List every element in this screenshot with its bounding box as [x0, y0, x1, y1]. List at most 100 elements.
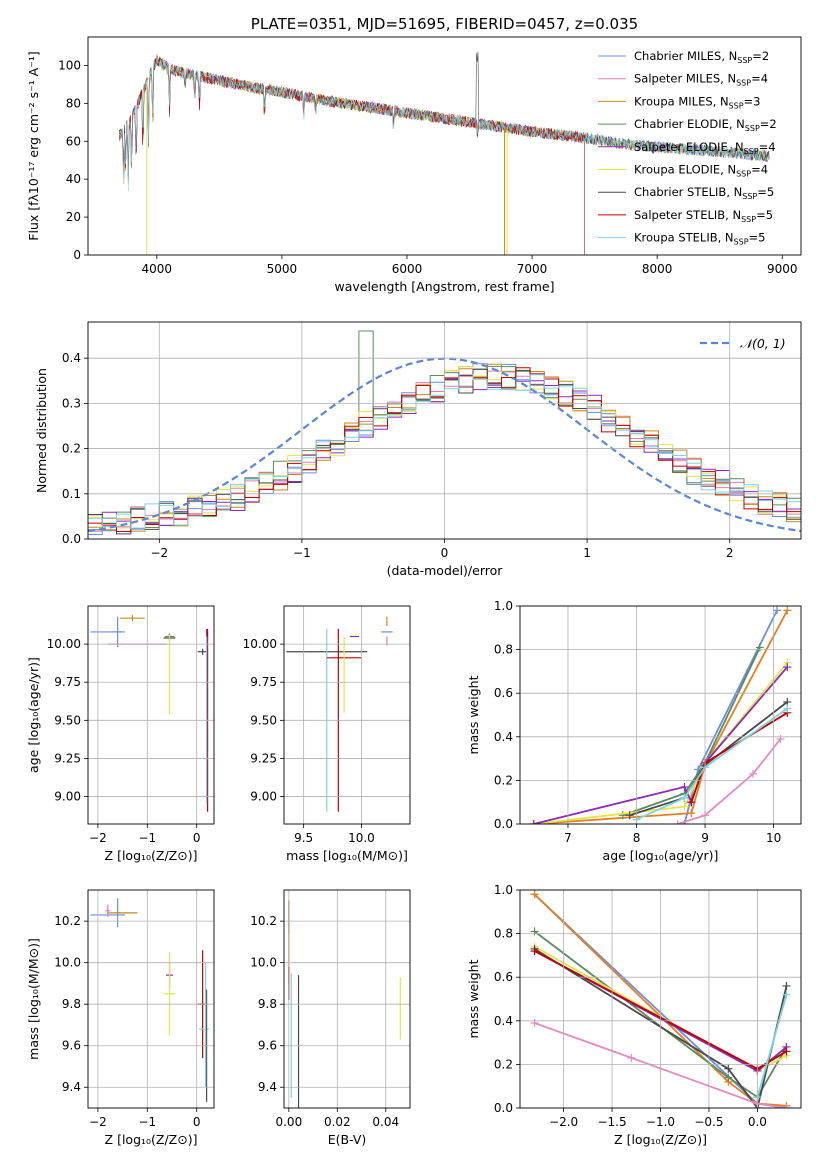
age-vs-mass-xtick-label: 9.5: [294, 831, 313, 845]
mass-vs-ebv-frame: [283, 889, 411, 1109]
age-vs-mass-ytick-label: 9.25: [250, 751, 277, 765]
weight-vs-z-marker: [782, 981, 791, 990]
age-vs-z-errorbar: [197, 648, 208, 655]
spectrum-legend-label: Salpeter STELIB, NSSP=5: [634, 208, 773, 224]
mass-vs-z-panel: −2 −1 0 9.4 9.6 9.8 10.0 10.2 Z [log₁₀(Z/Z⊙)] mas…: [26, 889, 215, 1147]
mass-vs-ebv-xtick-label: 0.00: [275, 1115, 302, 1129]
weight-vs-age-ytick-label: 0.4: [494, 730, 513, 744]
weight-vs-z-line-7: [534, 1022, 787, 1108]
mass-vs-z-xtick-label: 0: [193, 1115, 201, 1129]
weight-vs-age-marker: [529, 820, 538, 824]
mass-vs-z-xtick-label: −1: [138, 1115, 156, 1129]
spectrum-xtick-label: 8000: [642, 262, 673, 276]
weight-vs-age-marker: [680, 802, 689, 811]
weight-vs-z-ylabel: mass weight: [466, 959, 481, 1038]
legend-sub: SSP: [745, 124, 760, 133]
weight-vs-age-ytick-label: 0.2: [494, 773, 513, 787]
weight-vs-z-line-8: [756, 994, 788, 1098]
spectrum-xtick-label: 5000: [267, 262, 298, 276]
legend-tail: =4: [759, 140, 776, 154]
weight-vs-age-marker: [749, 769, 758, 778]
residuals-ytick-label: 0.1: [62, 487, 81, 501]
mass-vs-z-ytick-label: 9.8: [62, 997, 81, 1011]
weight-vs-z-ytick-label: 1.0: [494, 883, 513, 897]
age-vs-mass-frame: [283, 605, 411, 825]
age-vs-mass-ytick-label: 9.75: [250, 675, 277, 689]
residuals-xtick-label: 1: [583, 546, 591, 560]
legend-text: Salpeter ELODIE, N: [634, 140, 744, 154]
legend-text: Kroupa ELODIE, N: [634, 163, 736, 177]
mass-vs-z-xlabel: Z [log₁₀(Z/Z⊙)]: [105, 1132, 198, 1147]
spectrum-legend-label: Chabrier STELIB, NSSP=5: [634, 185, 774, 201]
spectrum-series-7: [119, 54, 585, 255]
weight-vs-age-marker: [783, 704, 792, 713]
mass-vs-z-ytick-label: 9.4: [62, 1080, 81, 1094]
spectrum-legend-label: Chabrier ELODIE, NSSP=2: [634, 117, 777, 133]
weight-vs-z-xtick-label: −1.0: [646, 1115, 675, 1129]
weight-vs-age-ytick-label: 0.8: [494, 643, 513, 657]
weight-vs-age-marker: [776, 734, 785, 743]
weight-vs-age-marker: [773, 606, 782, 615]
spectrum-ylabel: Flux [fλ10⁻¹⁷ erg cm⁻² s⁻¹ A⁻¹]: [26, 51, 41, 240]
age-vs-z-xtick-label: −2: [89, 831, 107, 845]
mass-vs-z-ytick-label: 9.6: [62, 1039, 81, 1053]
age-vs-mass-xtick-label: 10.0: [348, 831, 375, 845]
mass-vs-z-frame: [87, 889, 215, 1109]
residuals-ytick-label: 0.4: [62, 351, 81, 365]
weight-vs-z-xlabel: Z [log₁₀(Z/Z⊙)]: [614, 1132, 707, 1147]
mass-vs-z-ylabel: mass [log₁₀(M/M⊙)]: [26, 938, 41, 1060]
weight-vs-age-line-1: [533, 609, 789, 824]
weight-vs-age-line-4: [533, 666, 788, 824]
age-vs-z-ytick-label: 9.00: [54, 790, 81, 804]
legend-sub: SSP: [744, 147, 759, 156]
mass-vs-z-errorbar: [163, 952, 176, 1036]
weight-vs-age-ylabel: mass weight: [466, 675, 481, 754]
residuals-legend-label: 𝒩(0, 1): [740, 336, 786, 351]
residuals-ytick-label: 0.3: [62, 396, 81, 410]
spectrum-frame: [87, 36, 802, 256]
residuals-ylabel: Normed distribution: [34, 368, 49, 493]
age-vs-z-frame: [87, 605, 215, 825]
weight-vs-age-marker: [618, 811, 627, 820]
mass-vs-z-ytick-label: 10.2: [54, 914, 81, 928]
weight-vs-age-marker: [680, 793, 689, 802]
legend-tail: =5: [756, 208, 773, 222]
mass-vs-ebv-ytick-label: 9.6: [258, 1039, 277, 1053]
legend-tail: =4: [751, 163, 768, 177]
age-vs-z-errorbar: [120, 615, 145, 622]
residuals-xtick-label: 2: [726, 546, 734, 560]
residuals-xtick-label: −1: [293, 546, 311, 560]
legend-tail: =5: [757, 185, 774, 199]
spectrum-ytick-label: 0: [73, 248, 81, 262]
legend-sub: SSP: [729, 101, 744, 110]
mass-vs-ebv-ytick-label: 10.2: [250, 914, 277, 928]
mass-vs-ebv-ytick-label: 10.0: [250, 956, 277, 970]
legend-sub: SSP: [741, 215, 756, 224]
weight-vs-z-xtick-label: −1.5: [597, 1115, 626, 1129]
weight-vs-age-panel: 7 8 9 10 0.0 0.2 0.4 0.6 0.8 1.0 age [log₁₀(age/yr…: [466, 599, 802, 863]
spectrum-xtick-label: 9000: [767, 262, 798, 276]
weight-vs-z-marker: [782, 1104, 791, 1108]
weight-vs-z-xtick-label: −0.5: [694, 1115, 723, 1129]
weight-vs-age-line-6: [690, 712, 788, 803]
weight-vs-age-line-3: [533, 662, 788, 824]
weight-vs-age-line-7: [677, 738, 782, 824]
mass-vs-ebv-ytick-label: 9.8: [258, 997, 277, 1011]
age-vs-z-ytick-label: 9.50: [54, 713, 81, 727]
mass-vs-z-errorbar: [105, 904, 111, 917]
legend-tail: =5: [749, 231, 766, 245]
weight-vs-age-xtick-label: 7: [564, 831, 572, 845]
spectrum-legend-label: Kroupa STELIB, NSSP=5: [634, 231, 765, 247]
age-vs-mass-panel: 9.5 10.0 9.00 9.25 9.50 9.75 10.00 mass [log₁₀(…: [243, 605, 411, 863]
weight-vs-z-marker: [530, 947, 539, 956]
weight-vs-z-ytick-label: 0.0: [494, 1101, 513, 1115]
legend-text: Salpeter MILES, N: [634, 72, 736, 86]
age-vs-z-ytick-label: 9.75: [54, 675, 81, 689]
legend-text: Chabrier ELODIE, N: [634, 117, 745, 131]
mass-vs-z-ytick-label: 10.0: [54, 956, 81, 970]
weight-vs-age-xtick-label: 10: [766, 831, 781, 845]
legend-tail: =2: [752, 49, 769, 63]
mass-vs-z-xtick-label: −2: [89, 1115, 107, 1129]
